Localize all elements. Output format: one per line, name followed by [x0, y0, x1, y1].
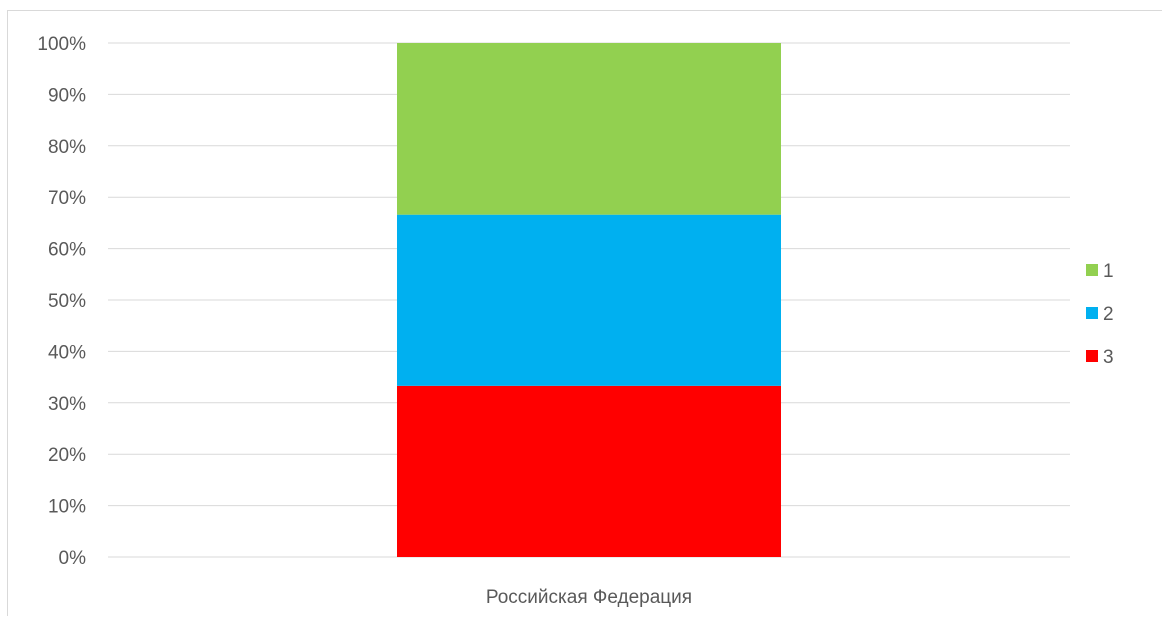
bars — [397, 43, 781, 557]
bar-segment-series-2 — [397, 214, 781, 386]
legend-label-1: 1 — [1103, 261, 1114, 282]
y-tick-label: 50% — [48, 291, 86, 312]
y-tick-label: 10% — [48, 497, 86, 518]
x-axis-category-labels: Российская Федерация — [486, 587, 692, 608]
y-tick-label: 0% — [59, 548, 87, 569]
y-tick-label: 20% — [48, 445, 86, 466]
y-tick-label: 70% — [48, 188, 86, 209]
y-tick-label: 40% — [48, 342, 86, 363]
y-tick-label: 30% — [48, 394, 86, 415]
legend-swatch-2 — [1086, 307, 1098, 319]
legend-label-3: 3 — [1103, 347, 1114, 368]
y-tick-label: 90% — [48, 85, 86, 106]
legend: 1 2 3 — [1086, 261, 1114, 368]
bar-segment-series-3 — [397, 385, 781, 557]
x-category-label: Российская Федерация — [486, 587, 692, 608]
bar-segment-series-1 — [397, 43, 781, 215]
legend-label-2: 2 — [1103, 304, 1114, 325]
legend-swatch-3 — [1086, 350, 1098, 362]
chart-area — [7, 10, 1162, 616]
y-tick-label: 80% — [48, 137, 86, 158]
legend-swatch-1 — [1086, 264, 1098, 276]
y-tick-label: 100% — [37, 34, 86, 55]
y-axis-tick-labels: 0% 10% 20% 30% 40% 50% 60% 70% 80% 90% 100% — [37, 34, 86, 569]
y-tick-label: 60% — [48, 240, 86, 261]
